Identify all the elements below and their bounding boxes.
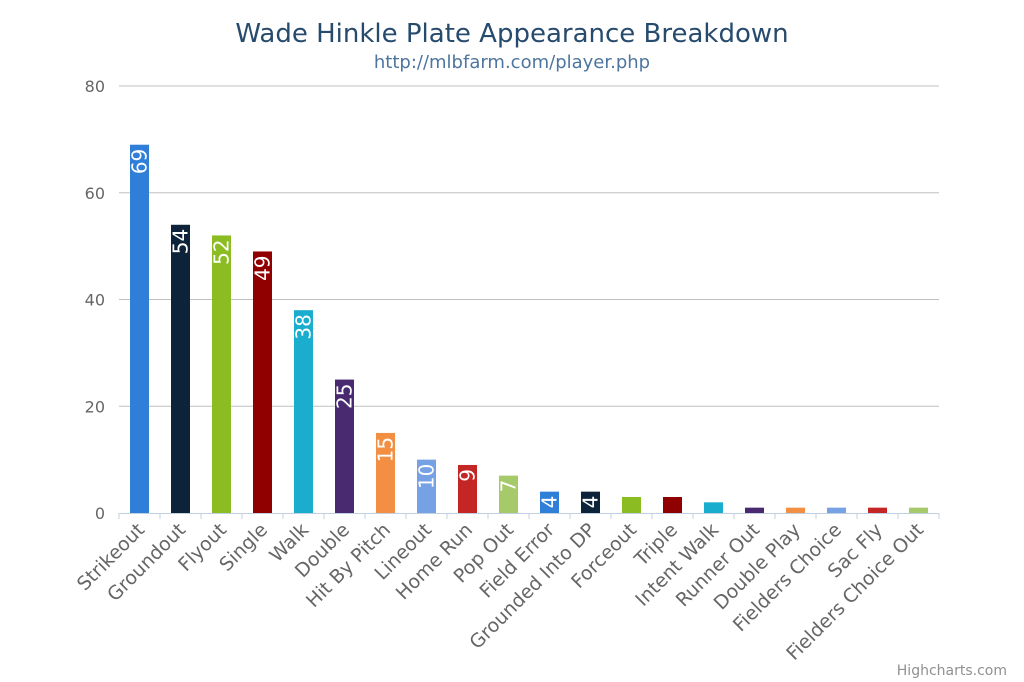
x-axis-ticks (118, 513, 940, 519)
y-tick-label: 0 (95, 504, 105, 523)
bar (786, 507, 805, 513)
bar (704, 502, 723, 513)
y-tick-label: 40 (85, 291, 105, 310)
data-label: 54 (169, 229, 193, 254)
bar (663, 496, 682, 513)
bar (540, 491, 559, 513)
credits-link[interactable]: Highcharts.com (897, 663, 1007, 679)
x-axis-labels: StrikeoutGroundoutFlyoutSingleWalkDouble… (73, 519, 928, 665)
y-gridlines (119, 85, 939, 407)
bar (909, 507, 928, 513)
y-tick-label: 60 (85, 184, 105, 203)
data-label: 69 (128, 149, 152, 174)
data-label: 49 (251, 255, 275, 280)
bar (745, 507, 764, 513)
bar (294, 310, 313, 513)
y-axis-ticks: 0 20 40 60 80 (85, 77, 105, 523)
bar (458, 464, 477, 513)
data-labels: 69 54 52 49 38 25 15 10 9 7 4 4 (128, 149, 603, 509)
data-label: 7 (497, 480, 521, 493)
bar (335, 379, 354, 513)
bar (212, 235, 231, 513)
data-label: 4 (538, 496, 562, 509)
bar (581, 491, 600, 513)
bar (827, 507, 846, 513)
chart-title: Wade Hinkle Plate Appearance Breakdown (235, 19, 788, 49)
data-label: 15 (374, 437, 398, 462)
bar (868, 507, 887, 513)
data-label: 25 (333, 384, 357, 409)
bar (622, 496, 641, 513)
chart-subtitle: http://mlbfarm.com/player.php (374, 52, 650, 73)
data-label: 10 (415, 464, 439, 489)
data-label: 4 (579, 496, 603, 509)
data-label: 9 (456, 469, 480, 482)
y-tick-label: 80 (85, 77, 105, 96)
data-label: 38 (292, 314, 316, 339)
bar (171, 224, 190, 513)
bar-series (130, 144, 928, 513)
bar (130, 144, 149, 513)
bar (376, 432, 395, 513)
bar (417, 459, 436, 513)
bar (499, 475, 518, 513)
y-tick-label: 20 (85, 397, 105, 416)
bar (253, 251, 272, 513)
data-label: 52 (210, 239, 234, 264)
